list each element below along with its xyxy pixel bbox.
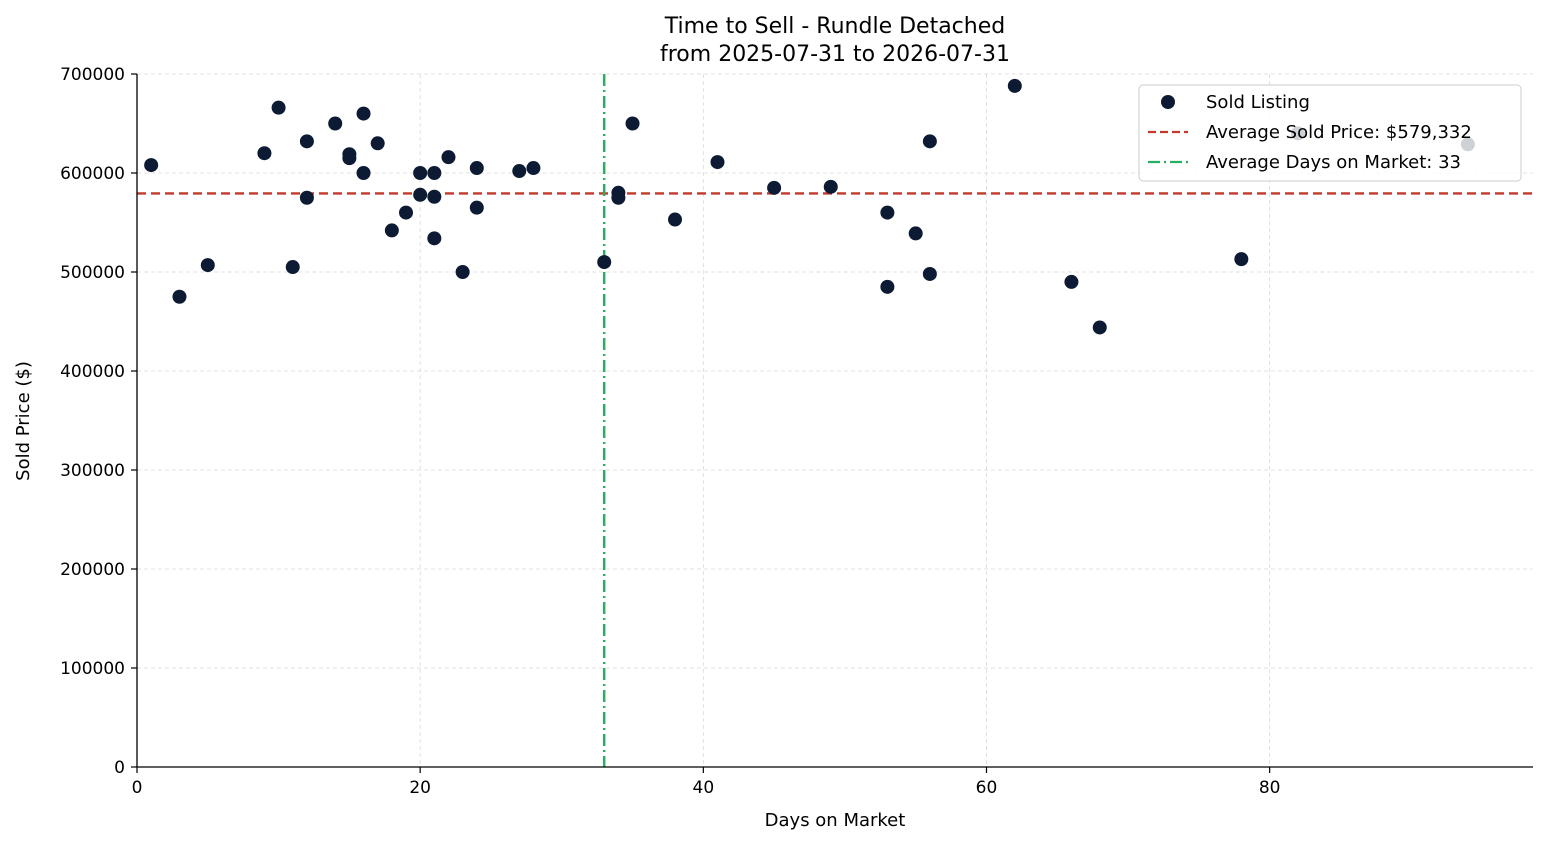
data-point xyxy=(427,231,442,246)
data-point xyxy=(356,106,371,121)
x-axis-label: Days on Market xyxy=(765,810,906,831)
y-tick-label: 200000 xyxy=(60,560,125,580)
data-point xyxy=(1092,320,1107,335)
data-point xyxy=(597,255,612,270)
y-tick-label: 500000 xyxy=(60,263,125,283)
x-tick-label: 40 xyxy=(693,778,715,798)
data-point xyxy=(342,151,357,166)
y-tick-label: 600000 xyxy=(60,164,125,184)
x-tick-label: 20 xyxy=(409,778,431,798)
data-point xyxy=(1234,252,1249,267)
data-point xyxy=(328,116,343,131)
legend-label-sold-listing: Sold Listing xyxy=(1206,92,1310,113)
data-point xyxy=(441,150,456,165)
data-point xyxy=(611,190,626,205)
x-tick-label: 80 xyxy=(1259,778,1281,798)
legend-marker-sold-listing xyxy=(1161,95,1175,109)
data-point xyxy=(469,161,484,176)
data-point xyxy=(370,136,385,151)
data-point xyxy=(1007,78,1022,93)
data-point xyxy=(625,116,640,131)
data-point xyxy=(427,189,442,204)
legend-label-average-price: Average Sold Price: $579,332 xyxy=(1206,122,1472,143)
data-point xyxy=(922,266,937,281)
legend: Sold Listing Average Sold Price: $579,33… xyxy=(1138,84,1522,182)
x-axis-ticks: 0 20 40 60 80 xyxy=(132,767,1281,798)
data-point xyxy=(427,166,442,180)
data-point xyxy=(469,200,484,215)
data-point xyxy=(880,279,895,294)
data-point xyxy=(413,166,428,180)
legend-label-average-days: Average Days on Market: 33 xyxy=(1206,152,1461,173)
chart-title-line: Time to Sell - Rundle Detached xyxy=(664,14,1005,39)
data-point xyxy=(908,226,923,241)
data-point xyxy=(200,258,215,273)
data-point xyxy=(1064,274,1079,289)
data-point xyxy=(668,212,683,227)
data-point xyxy=(285,260,300,275)
data-point xyxy=(823,179,838,194)
data-point xyxy=(526,161,541,176)
axes xyxy=(136,74,1533,768)
reference-lines xyxy=(137,74,1533,767)
x-tick-label: 0 xyxy=(132,778,143,798)
data-point xyxy=(257,146,272,161)
data-point xyxy=(455,265,470,279)
legend-box xyxy=(1138,84,1522,182)
data-point xyxy=(880,205,895,220)
data-point xyxy=(356,166,371,180)
data-point xyxy=(299,134,314,149)
y-tick-label: 300000 xyxy=(60,461,125,481)
data-point xyxy=(710,155,725,170)
data-point xyxy=(144,158,159,173)
data-point xyxy=(767,180,782,195)
x-tick-label: 60 xyxy=(976,778,998,798)
chart-subtitle-line: from 2025-07-31 to 2026-07-31 xyxy=(660,42,1010,67)
data-point xyxy=(922,134,937,149)
data-point xyxy=(413,187,428,202)
y-axis-ticks: 0 100000 200000 300000 400000 500000 600000 700… xyxy=(60,65,137,778)
data-point xyxy=(384,223,399,238)
y-axis-label: Sold Price ($) xyxy=(13,361,34,481)
y-tick-label: 100000 xyxy=(60,659,125,679)
y-tick-label: 0 xyxy=(114,758,125,778)
data-point xyxy=(512,164,527,179)
y-tick-label: 700000 xyxy=(60,65,125,85)
data-point xyxy=(299,190,314,205)
data-point xyxy=(271,100,286,115)
chart-title: Time to Sell - Rundle Detached from 2025… xyxy=(660,14,1010,67)
data-point xyxy=(399,205,414,220)
data-point xyxy=(172,289,187,304)
y-tick-label: 400000 xyxy=(60,362,125,382)
